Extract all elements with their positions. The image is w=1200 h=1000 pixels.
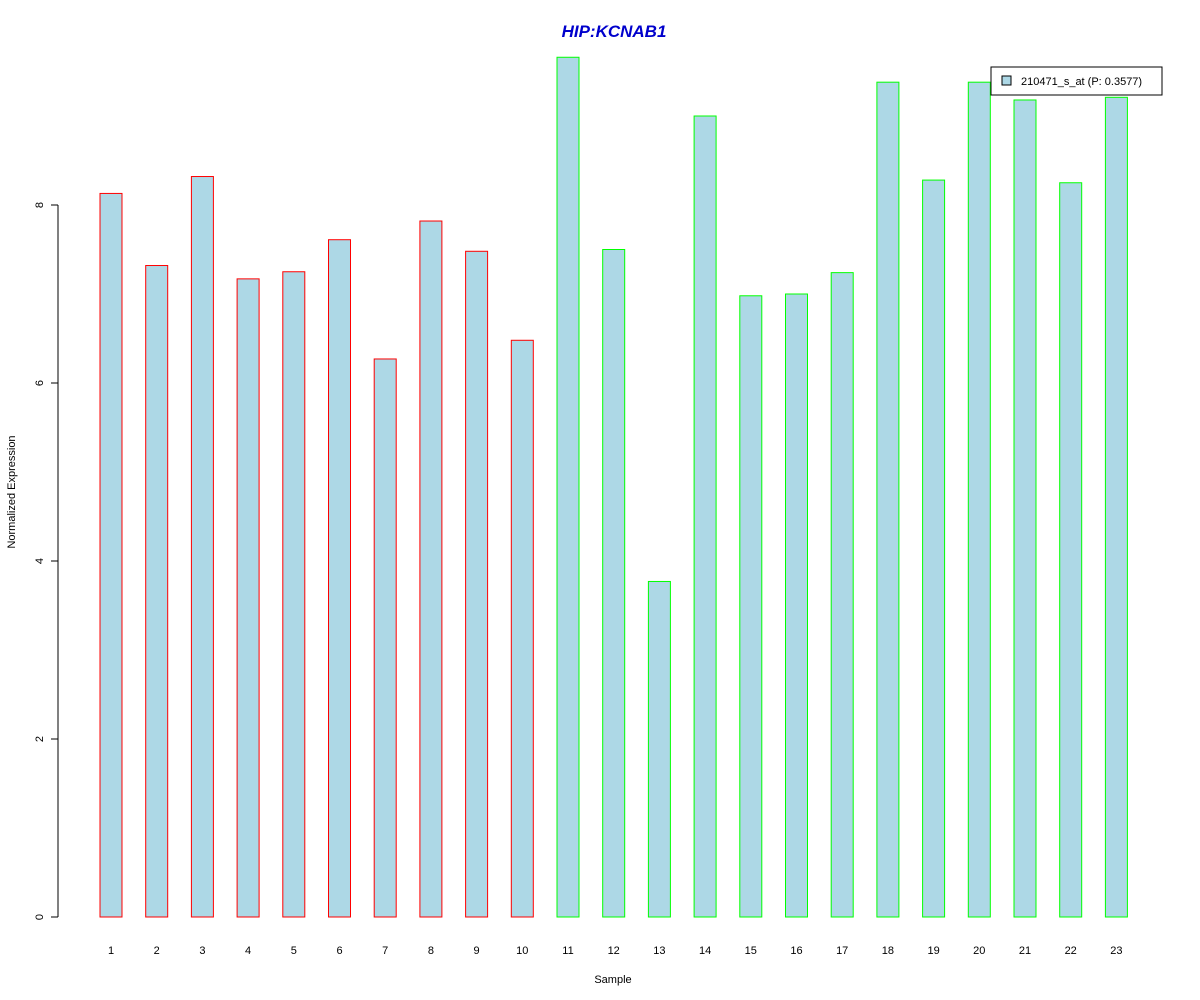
y-tick-label: 0 [34,914,46,920]
bar-sample-20 [967,81,991,918]
x-tick-label: 18 [882,945,894,957]
x-tick-label: 16 [790,945,802,957]
x-tick-label: 19 [927,945,939,957]
x-tick-label: 10 [516,945,528,957]
bar-sample-12 [602,249,626,918]
legend-label: 210471_s_at (P: 0.3577) [1021,76,1142,88]
x-tick-label: 4 [245,945,251,957]
x-tick-label: 22 [1065,945,1077,957]
x-axis-tick-labels: 1 2 3 4 5 6 7 8 9 10 11 12 13 14 15 16 17 18 19 20 21 22 23 [108,945,1123,957]
x-tick-label: 7 [382,945,388,957]
x-tick-label: 12 [608,945,620,957]
legend-box [990,66,1163,96]
bar-sample-4 [236,278,260,918]
x-tick-label: 3 [199,945,205,957]
y-tick-label: 6 [34,380,46,386]
bar-sample-15 [739,295,763,918]
x-tick-label: 13 [653,945,665,957]
bar-sample-22 [1059,182,1083,918]
x-tick-label: 14 [699,945,711,957]
x-tick-label: 6 [336,945,342,957]
x-tick-label: 23 [1110,945,1122,957]
x-tick-label: 17 [836,945,848,957]
x-tick-label: 11 [562,945,573,957]
y-tick-label: 2 [34,736,46,742]
bar-sample-3 [190,176,214,918]
bar-sample-13 [647,580,671,918]
bar-sample-8 [419,220,443,918]
x-tick-label: 20 [973,945,985,957]
x-tick-label: 21 [1019,945,1031,957]
bar-sample-5 [282,271,306,918]
y-axis: 0 2 4 6 8 [34,202,59,920]
chart-title: HIP:KCNAB1 [562,22,667,41]
bar-sample-14 [693,115,717,918]
bar-sample-7 [373,358,397,918]
legend-swatch [1001,75,1012,86]
y-tick-label: 4 [34,558,46,564]
x-tick-label: 15 [745,945,757,957]
bar-sample-11 [556,56,580,918]
x-tick-label: 1 [108,945,114,957]
bar-sample-9 [465,250,489,918]
x-tick-label: 5 [291,945,297,957]
x-tick-label: 8 [428,945,434,957]
bar-sample-2 [145,265,169,918]
bar-sample-19 [922,179,946,918]
legend: 210471_s_at (P: 0.3577) [990,66,1163,96]
bar-sample-6 [328,239,351,918]
x-tick-label: 2 [154,945,160,957]
y-tick-label: 8 [34,202,46,208]
x-tick-label: 9 [474,945,480,957]
bar-sample-17 [830,272,854,918]
bar-sample-23 [1104,96,1128,918]
bar-sample-16 [785,293,808,918]
bar-sample-1 [99,192,123,918]
bar-sample-10 [510,339,534,918]
y-axis-label: Normalized Expression [6,435,18,548]
bars [99,56,1128,918]
bar-sample-18 [876,81,900,918]
x-axis-label: Sample [594,974,631,986]
bar-sample-21 [1013,99,1037,918]
